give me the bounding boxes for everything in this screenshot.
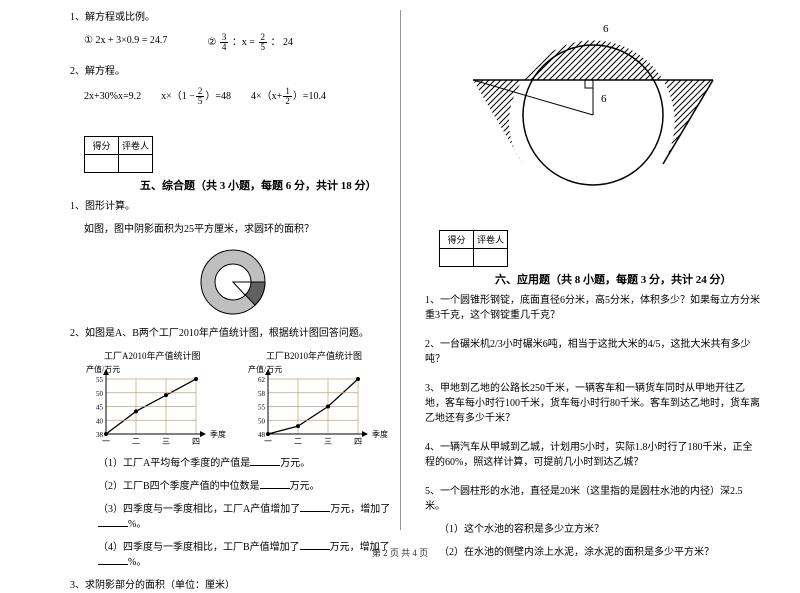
q5-3: 3、求阴影部分的面积（单位：厘米） <box>70 578 405 593</box>
fraction: 34 <box>220 33 229 52</box>
q5-1a: 1、图形计算。 <box>70 199 405 214</box>
svg-text:50: 50 <box>96 390 104 398</box>
section-6-title: 六、应用题（共 8 小题，每题 3 分，共计 24 分） <box>495 271 760 287</box>
side-label: 6 <box>601 93 607 105</box>
chart-b: 工厂B2010年产值统计图 产值/万元 4850555862一二三四季度 <box>246 349 396 452</box>
score-cell <box>85 155 119 173</box>
chart-a-svg: 产值/万元 3840455055一二三四季度 <box>84 364 234 449</box>
q1-equations: ① 2x + 3×0.9 = 24.7 ② 34 ：x = 25 ： 24 <box>70 33 405 52</box>
grader-cell <box>474 249 508 267</box>
fraction: 25 <box>196 87 205 106</box>
q5-2-3: （3）四季度与一季度相比，工厂A产值增加了万元，增加了%。 <box>70 502 405 532</box>
section-5-title: 五、综合题（共 3 小题，每题 6 分，共计 18 分） <box>140 177 405 193</box>
charts-row: 工厂A2010年产值统计图 产值/万元 3840455055一二三四季度 工厂B… <box>84 349 405 452</box>
q2-title: 2、解方程。 <box>70 64 405 79</box>
svg-text:一: 一 <box>102 437 110 446</box>
blank <box>250 456 280 466</box>
q1-title: 1、解方程或比例。 <box>70 10 405 25</box>
chart-b-svg: 产值/万元 4850555862一二三四季度 <box>246 364 396 449</box>
q5-2: 2、如图是A、B两个工厂2010年产值统计图，根据统计图回答问题。 <box>70 326 405 341</box>
right-column: 6 6 得分评卷人 六、应用题（共 8 小题，每题 3 分，共计 24 分） 1… <box>415 10 770 540</box>
svg-text:62: 62 <box>258 376 266 384</box>
svg-text:二: 二 <box>294 437 302 446</box>
eq2: ② 34 ：x = 25 ： 24 <box>207 33 293 52</box>
eq: 4×（x+12）=10.4 <box>251 87 326 106</box>
q2-equations: 2x+30%x=9.2 x×（1 −25）=48 4×（x+12）=10.4 <box>70 87 405 106</box>
score-table: 得分评卷人 <box>84 136 153 173</box>
q6-5-1: （1）这个水池的容积是多少立方米？ <box>425 522 760 537</box>
score-header: 得分 <box>440 231 474 249</box>
svg-text:三: 三 <box>162 437 170 446</box>
circle-triangle-figure: 6 6 <box>453 20 733 190</box>
blank <box>260 479 290 489</box>
chart-b-title: 工厂B2010年产值统计图 <box>246 349 396 362</box>
chart-a: 工厂A2010年产值统计图 产值/万元 3840455055一二三四季度 <box>84 349 234 452</box>
blank <box>98 517 128 527</box>
svg-text:58: 58 <box>258 390 266 398</box>
score-cell <box>440 249 474 267</box>
blank <box>300 502 330 512</box>
ylabel: 产值/万元 <box>248 364 282 374</box>
ring-figure <box>193 245 283 320</box>
chart-a-title: 工厂A2010年产值统计图 <box>84 349 234 362</box>
svg-text:二: 二 <box>132 437 140 446</box>
q6-4: 4、一辆汽车从甲城到乙城，计划用5小时，实际1.8小时行了180千米，正全程的6… <box>425 440 760 470</box>
fraction: 25 <box>259 33 268 52</box>
eq: x×（1 −25）=48 <box>161 87 231 106</box>
grader-header: 评卷人 <box>474 231 508 249</box>
score-header: 得分 <box>85 137 119 155</box>
grader-cell <box>119 155 153 173</box>
q6-3: 3、甲地到乙地的公路长250千米，一辆客车和一辆货车同时从甲地开往乙地，客车每小… <box>425 381 760 426</box>
q5-1b: 如图，图中阴影面积为25平方厘米，求圆环的面积？ <box>70 222 405 237</box>
eq1: ① 2x + 3×0.9 = 24.7 <box>84 33 167 52</box>
eq: 2x+30%x=9.2 <box>84 89 141 104</box>
q6-5: 5、一个圆柱形的水池，直径是20米（这里指的是圆柱水池的内径）深2.5米。 <box>425 484 760 514</box>
svg-text:45: 45 <box>96 404 104 412</box>
svg-text:三: 三 <box>324 437 332 446</box>
top-label: 6 <box>603 23 609 35</box>
svg-text:季度: 季度 <box>210 429 226 439</box>
svg-text:季度: 季度 <box>372 429 388 439</box>
left-column: 1、解方程或比例。 ① 2x + 3×0.9 = 24.7 ② 34 ：x = … <box>60 10 415 540</box>
q6-2: 2、一台碾米机2/3小时碾米6吨，相当于这批大米的4/5，这批大米共有多少吨？ <box>425 337 760 367</box>
svg-text:一: 一 <box>264 437 272 446</box>
svg-text:55: 55 <box>96 376 104 384</box>
svg-text:四: 四 <box>192 437 200 446</box>
fraction: 12 <box>283 87 292 106</box>
q5-2-2: （2）工厂B四个季度产值的中位数是万元。 <box>70 479 405 494</box>
svg-text:四: 四 <box>354 437 362 446</box>
q6-1: 1、一个圆锥形钢锭，底面直径6分米，高5分米，体积多少？如果每立方分米重3千克，… <box>425 293 760 323</box>
svg-text:40: 40 <box>96 417 104 425</box>
svg-text:55: 55 <box>258 404 266 412</box>
page-footer: 第 2 页 共 4 页 <box>0 546 800 559</box>
svg-text:50: 50 <box>258 417 266 425</box>
grader-header: 评卷人 <box>119 137 153 155</box>
q5-2-1: （1）工厂A平均每个季度的产值是万元。 <box>70 456 405 471</box>
ylabel: 产值/万元 <box>86 364 120 374</box>
score-table: 得分评卷人 <box>439 230 508 267</box>
